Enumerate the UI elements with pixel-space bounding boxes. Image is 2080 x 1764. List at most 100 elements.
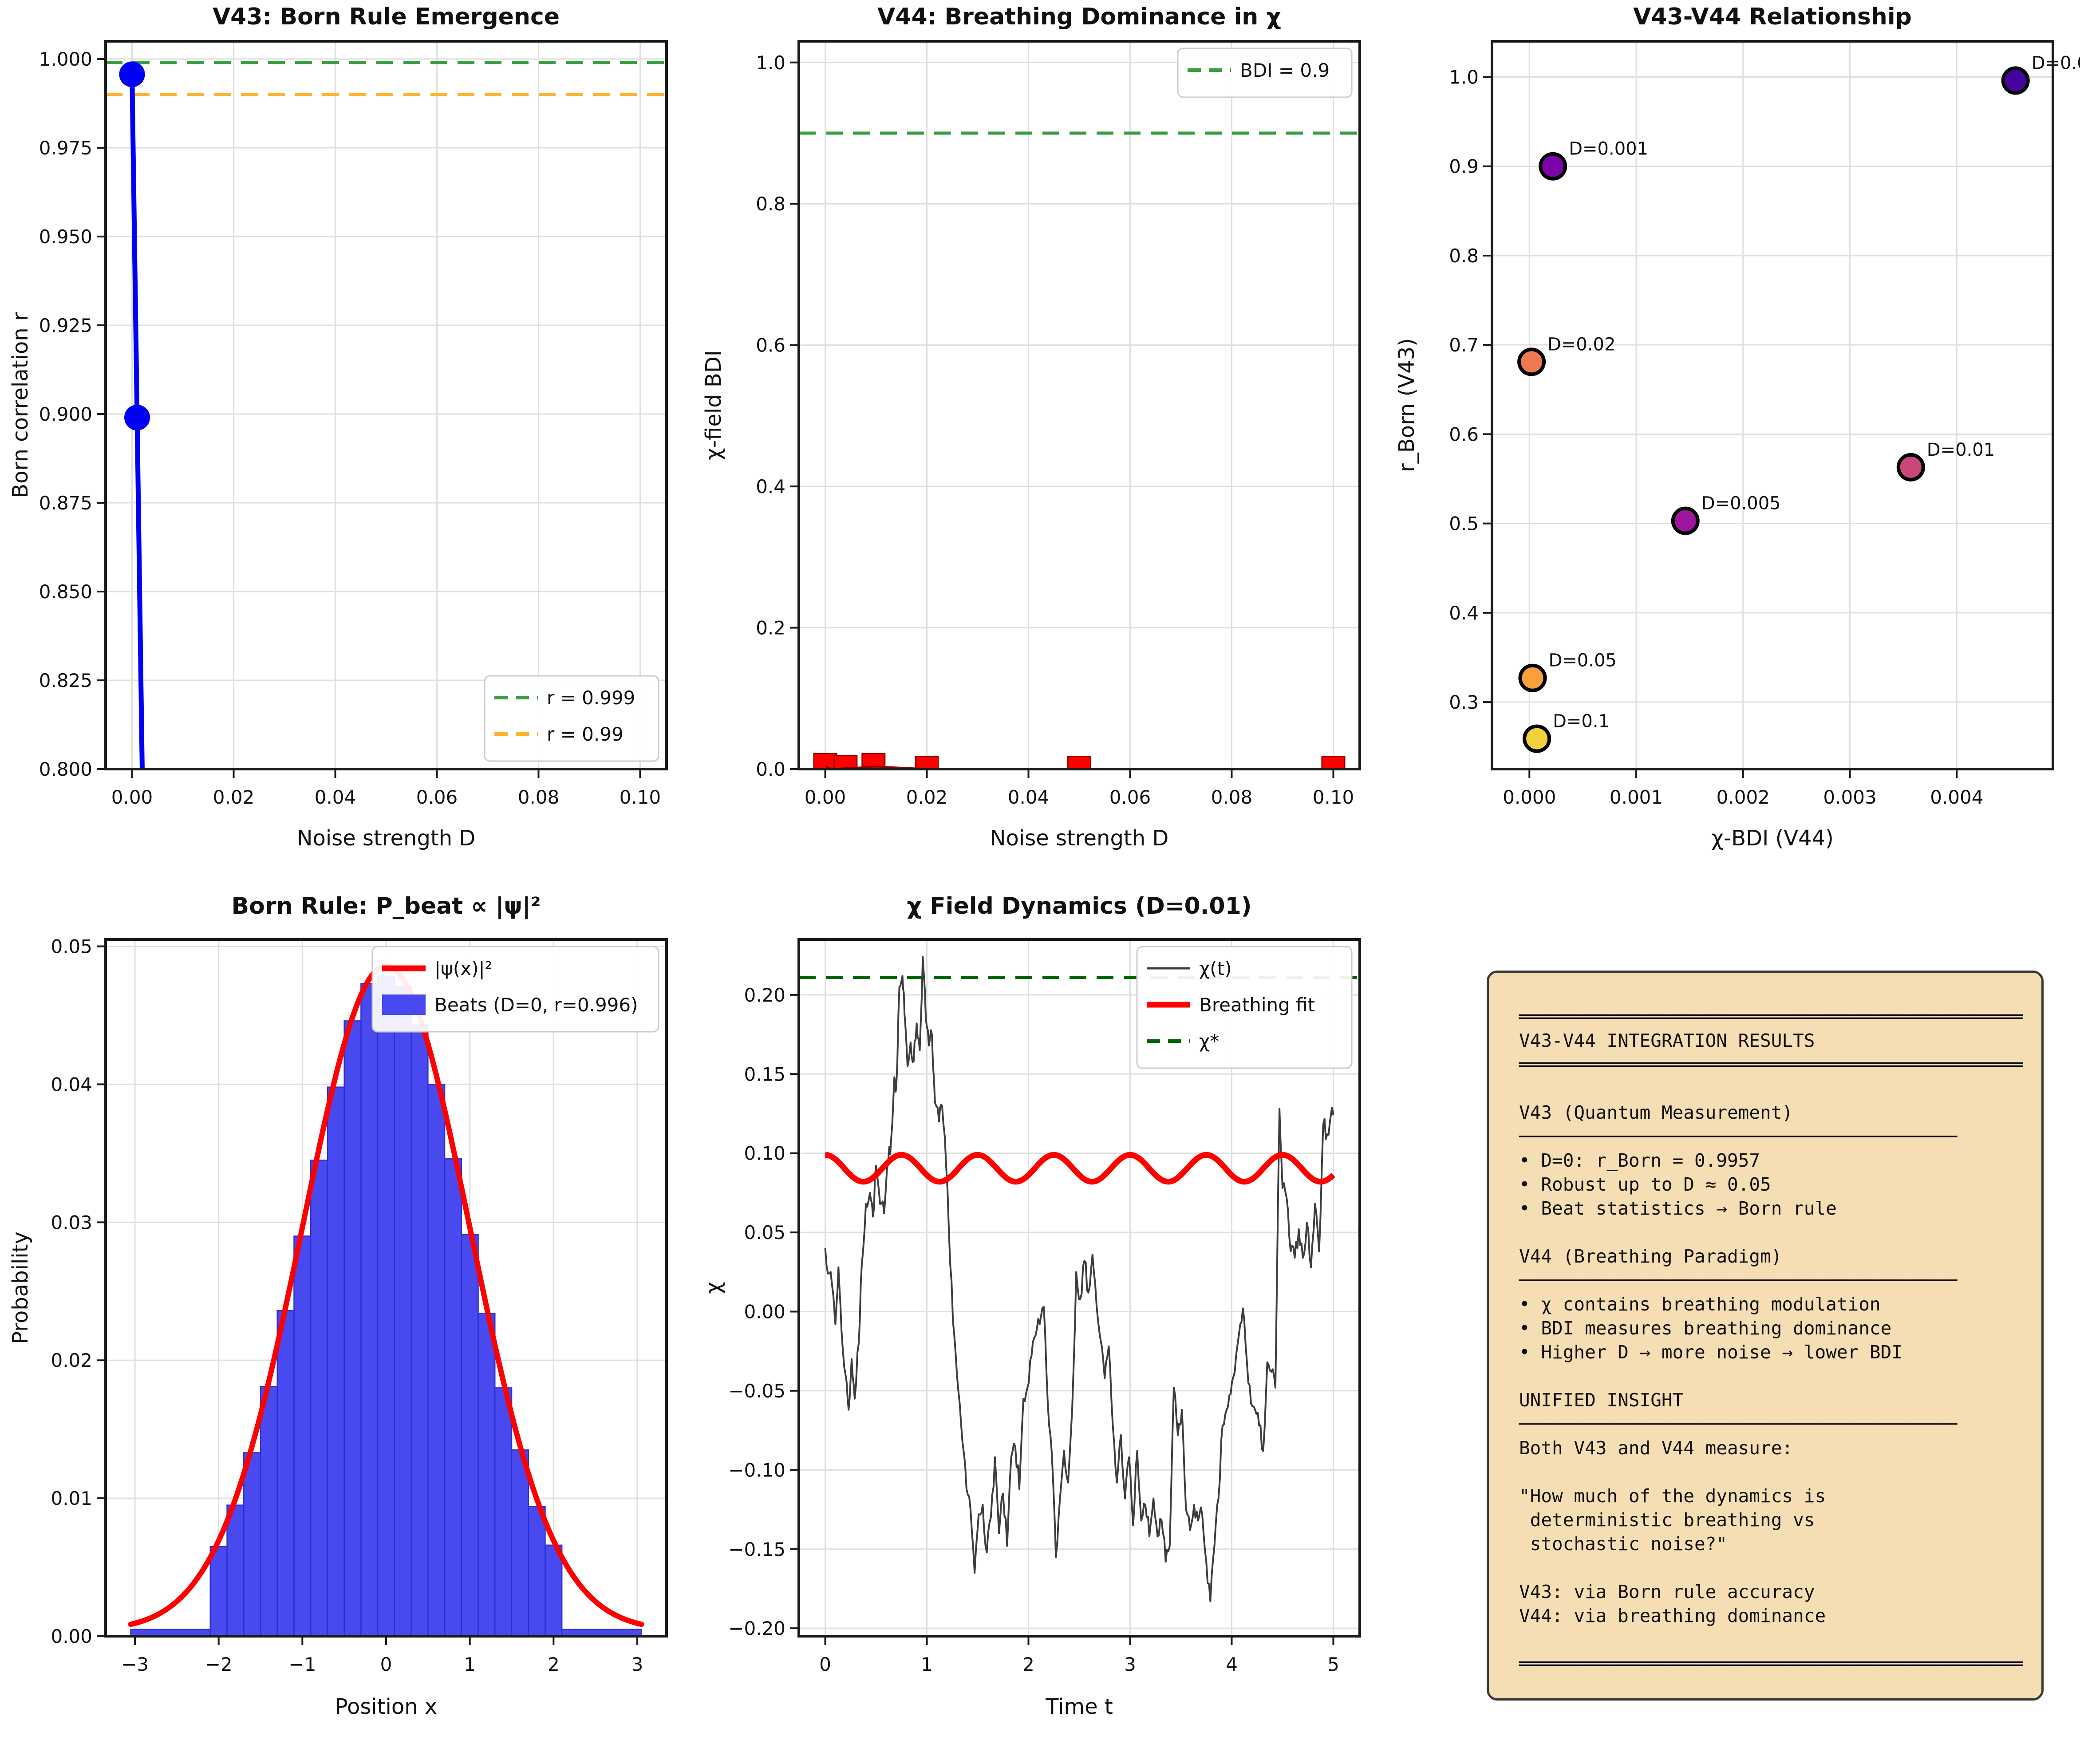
tick-label-y: 0.975: [39, 137, 92, 159]
scatter-point: [1517, 347, 1546, 376]
histogram-bar: [545, 1544, 563, 1637]
scatter-point: [1523, 724, 1551, 753]
histogram-bar: [293, 1235, 312, 1637]
tick-label-y: 0.2: [756, 617, 785, 639]
panel-v43-born-rule: 0.00 0.02 0.04 0.06 0.08 0.10 0.800 0.825 0.850 0…: [0, 0, 693, 882]
text-line: deterministic breathing vs: [1519, 1509, 1815, 1531]
text-line: "How much of the dynamics is: [1519, 1485, 1826, 1507]
scatter-point: [1671, 506, 1700, 535]
text-line: V43-V44 INTEGRATION RESULTS: [1519, 1030, 1815, 1051]
tick-label-x: 0.002: [1717, 786, 1770, 808]
text-line: V43 (Quantum Measurement): [1519, 1102, 1793, 1123]
histogram-bar: [343, 1020, 362, 1637]
tick-label-x: 0.04: [1008, 786, 1050, 808]
histogram-bar: [327, 1086, 345, 1637]
legend-label: |ψ(x)|²: [434, 958, 492, 979]
text-line: [1519, 1556, 2016, 1580]
text-line: • D=0: r_Born = 0.9957: [1519, 1150, 1760, 1171]
histogram-bar: [528, 1506, 546, 1637]
tick-label-x: 0.00: [111, 786, 153, 808]
tick-label-y: 1.000: [39, 48, 92, 70]
tick-label-x: −3: [121, 1654, 149, 1675]
tick-label-y: 0.5: [1449, 513, 1479, 535]
tick-label-x: 0.04: [315, 786, 356, 808]
panel-title: Born Rule: P_beat ∝ |ψ|²: [232, 893, 541, 919]
tick-label-x: 0.10: [620, 786, 661, 808]
legend-box: [1136, 946, 1353, 1069]
tick-label-y: 0.9: [1449, 156, 1479, 178]
axis-label-y: r_Born (V43): [1394, 338, 1419, 472]
histogram-bar: [310, 1160, 328, 1637]
legend-label: Beats (D=0, r=0.996): [434, 994, 638, 1016]
axis-label-x: Noise strength D: [990, 826, 1169, 851]
panel-title: V44: Breathing Dominance in χ: [877, 4, 1281, 30]
text-line: [1519, 1077, 2016, 1101]
panel-chi-field-dynamics: 0 1 2 3 4 5 −0.20 −0.15 −0.10 −0.05 0.00 0.05 0.10 0.…: [693, 882, 1386, 1764]
panel-born-rule-histogram: −3 −2 −1 0 1 2 3 0.00 0.01 0.02 0.03 0.04 0.05 Born R…: [0, 882, 693, 1764]
tick-label-y: 0.950: [39, 226, 92, 248]
tick-label-y: 0.6: [756, 335, 785, 356]
text-line: V44 (Breathing Paradigm): [1519, 1246, 1782, 1267]
tick-label-x: 0.08: [1211, 786, 1253, 808]
tick-label-x: 1: [921, 1654, 933, 1675]
panel-title: χ Field Dynamics (D=0.01): [907, 893, 1251, 919]
chart-chi-dynamics-svg: 0 1 2 3 4 5 −0.20 −0.15 −0.10 −0.05 0.00 0.05 0.10 0.…: [701, 893, 1361, 1719]
point-label: D=0.05: [1548, 651, 1616, 671]
tick-label-y: 0.900: [39, 403, 92, 425]
tick-label-y: 0.8: [1449, 245, 1479, 267]
histogram-bar: [427, 1084, 446, 1637]
histogram-bar: [511, 1449, 529, 1637]
tick-label-y: 0.05: [744, 1222, 785, 1243]
tick-label-x: 4: [1226, 1654, 1238, 1675]
histogram-bar: [394, 986, 412, 1637]
tick-label-y: 0.04: [51, 1073, 92, 1095]
breathing-fit: [825, 1152, 1335, 1185]
histogram-bar: [243, 1452, 261, 1637]
histogram-bar: [209, 1546, 228, 1637]
tick-label-y: 0.00: [744, 1301, 785, 1323]
text-line: [1519, 1364, 2016, 1388]
text-line: • χ contains breathing modulation: [1519, 1294, 1881, 1315]
tick-label-x: 0.08: [518, 786, 560, 808]
axis-label-x: χ-BDI (V44): [1711, 826, 1834, 851]
tick-label-x: 0.001: [1610, 786, 1663, 808]
tick-label-y: −0.15: [728, 1539, 785, 1560]
axis-label-y: χ-field BDI: [701, 350, 726, 460]
tick-label-y: 0.800: [39, 758, 92, 780]
tick-label-y: 0.01: [51, 1488, 92, 1509]
scatter-point: [1518, 663, 1547, 692]
axes-frame: [797, 40, 1361, 770]
legend-label: r = 0.99: [547, 723, 624, 745]
legend-box: [1177, 47, 1353, 98]
tick-label-x: 3: [1124, 1654, 1136, 1675]
tick-label-x: 3: [631, 1654, 643, 1675]
tick-label-y: 0.7: [1449, 334, 1479, 356]
tick-label-y: 1.0: [1449, 66, 1479, 88]
tick-label-y: 0.3: [1449, 691, 1479, 713]
tick-label-y: 0.0: [756, 758, 785, 780]
histogram-bar: [461, 1234, 479, 1637]
panel-integration-results: ════════════════════════════════════════…: [1386, 882, 2080, 1764]
chart-relationship-svg: D=0.0 D=0.001 D=0.005 D=0.01 D=0.02 D=0.05 D=0…: [1394, 4, 2080, 851]
axes-frame: [1491, 40, 2054, 770]
bdi-bar: [915, 756, 939, 770]
tick-label-x: −1: [288, 1654, 316, 1675]
tick-label-y: −0.10: [728, 1459, 785, 1481]
axis-label-y: Probability: [8, 1231, 33, 1344]
text-line: UNIFIED INSIGHT: [1519, 1389, 1684, 1411]
point-label: D=0.1: [1553, 711, 1610, 732]
scatter-point: [1896, 453, 1925, 481]
panel-title: V43: Born Rule Emergence: [213, 4, 560, 30]
point-label: D=0.01: [1927, 440, 1995, 460]
histogram-bar: [260, 1386, 278, 1637]
tick-label-x: 0: [380, 1654, 392, 1675]
legend-label: BDI = 0.9: [1240, 59, 1330, 81]
text-line: ════════════════════════════════════════…: [1519, 1006, 2023, 1027]
histogram-bar: [360, 983, 379, 1637]
tick-label-x: 5: [1327, 1654, 1339, 1675]
tick-label-y: 0.15: [744, 1063, 785, 1085]
legend-label: χ*: [1199, 1030, 1219, 1052]
tick-label-x: 0.02: [213, 786, 255, 808]
legend-label: Breathing fit: [1199, 994, 1315, 1016]
